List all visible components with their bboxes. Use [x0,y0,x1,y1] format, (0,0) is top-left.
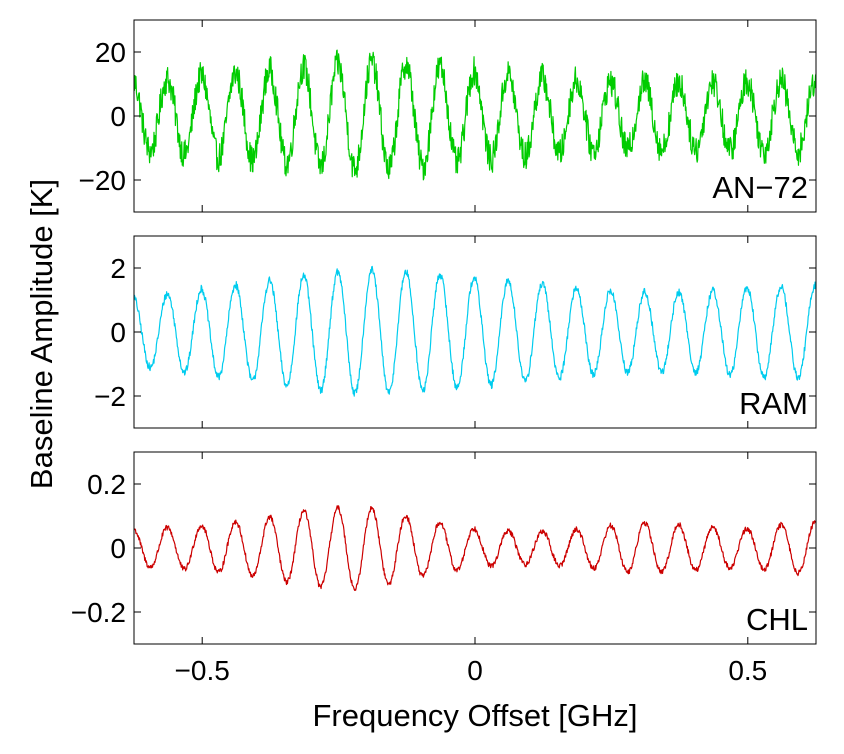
x-tick-labels: −0.5 0 0.5 [175,655,768,686]
y-tick-label: 0 [110,533,126,564]
y-tick-label: −0.2 [71,597,126,628]
x-tick-label: 0.5 [728,655,767,686]
y-tick-label: −2 [94,381,126,412]
axes-frame [133,451,817,645]
x-axis-title: Frequency Offset [GHz] [312,698,637,733]
y-tick-label: 0 [110,317,126,348]
series-line [134,265,816,397]
y-tick-label: 20 [95,37,126,68]
panel-3: 0.2 0 −0.2 CHL [71,451,817,645]
x-tick-label: −0.5 [175,655,230,686]
y-tick-label: 0.2 [87,469,126,500]
series-line [134,49,816,181]
panel-1: 20 0 −20 AN−72 [79,19,817,213]
y-tick-label: 2 [110,253,126,284]
y-tick-label: −20 [79,165,127,196]
y-axis-title: Baseline Amplitude [K] [24,179,59,489]
series-line [134,505,816,591]
panel-label: CHL [746,602,808,637]
panel-2: 2 0 −2 RAM [94,235,817,429]
panel-label: RAM [739,386,808,421]
y-tick-label: 0 [110,101,126,132]
x-tick-label: 0 [467,655,483,686]
axes-frame [133,235,817,429]
panel-label: AN−72 [712,170,808,205]
